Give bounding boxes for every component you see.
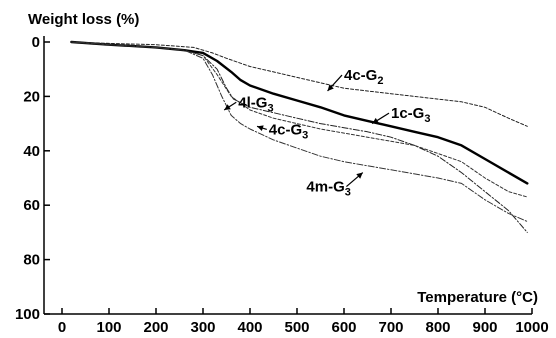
x-tick-label: 200 [143, 319, 168, 336]
series-arrowhead [372, 117, 379, 124]
x-axis-title: Temperature (°C) [417, 289, 538, 306]
series-arrowhead [224, 104, 231, 110]
series-arrowhead [327, 84, 334, 91]
x-tick-label: 800 [425, 319, 450, 336]
series-line-4c-g2 [70, 41, 528, 127]
series-layer [70, 40, 529, 233]
series-label-1c-g3: 1c-G3 [391, 105, 430, 125]
series-line-1c-g3 [70, 40, 529, 185]
y-tick-label: 40 [23, 143, 40, 160]
x-tick-label: 600 [331, 319, 356, 336]
series-label-4c-g2: 4c-G2 [344, 67, 383, 87]
y-tick-label: 100 [15, 306, 40, 323]
x-ticks: 0 100 200 300 400 500 600 700 800 900 1000 [58, 308, 549, 336]
y-tick-label: 20 [23, 88, 40, 105]
series-arrowhead [356, 172, 363, 179]
x-tick-label: 400 [237, 319, 262, 336]
y-ticks: 0 20 40 60 80 100 [15, 34, 50, 323]
series-label-4c-g3: 4c-G3 [269, 121, 308, 141]
x-tick-label: 0 [58, 319, 66, 336]
series-line-4c-g3 [70, 41, 528, 198]
series-label-4l-g3: 4l-G3 [238, 94, 273, 114]
y-tick-label: 60 [23, 197, 40, 214]
y-axis-title: Weight loss (%) [28, 11, 139, 28]
x-tick-label: 100 [96, 319, 121, 336]
x-tick-label: 500 [284, 319, 309, 336]
annotation-layer: 1c-G3 4c-G2 4l-G3 4c-G3 4m-G3 [223, 67, 430, 199]
series-label-4m-g3: 4m-G3 [306, 179, 350, 199]
y-tick-label: 80 [23, 252, 40, 269]
x-tick-label: 1000 [515, 319, 548, 336]
plot-area [43, 36, 532, 315]
x-tick-label: 900 [472, 319, 497, 336]
x-tick-label: 700 [378, 319, 403, 336]
series-line-4m-g3 [70, 41, 528, 222]
x-tick-label: 300 [190, 319, 215, 336]
y-tick-label: 0 [32, 34, 40, 51]
series-arrowhead [257, 125, 264, 132]
